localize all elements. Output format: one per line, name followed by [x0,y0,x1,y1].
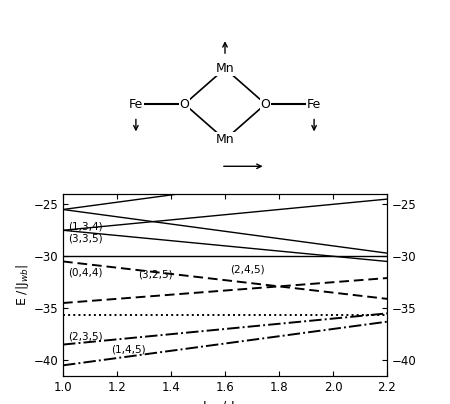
Text: Mn: Mn [216,62,234,75]
X-axis label: J$_{bb}$ / J$_{wb}$: J$_{bb}$ / J$_{wb}$ [202,399,248,404]
Text: (0,4,4): (0,4,4) [68,267,103,277]
Text: (2,4,5): (2,4,5) [230,265,265,275]
Text: (2,3,5): (2,3,5) [68,331,103,341]
Text: (3,3,5): (3,3,5) [68,234,103,244]
Text: O: O [261,98,270,111]
Text: (3,2,5): (3,2,5) [139,269,173,279]
Text: Fe: Fe [129,98,143,111]
Text: O: O [180,98,189,111]
Text: (1,4,5): (1,4,5) [112,345,146,355]
Text: Fe: Fe [307,98,321,111]
Y-axis label: E /|J$_{wb}$|: E /|J$_{wb}$| [14,264,31,306]
Text: Mn: Mn [216,133,234,146]
Text: (1,3,4): (1,3,4) [68,221,103,231]
